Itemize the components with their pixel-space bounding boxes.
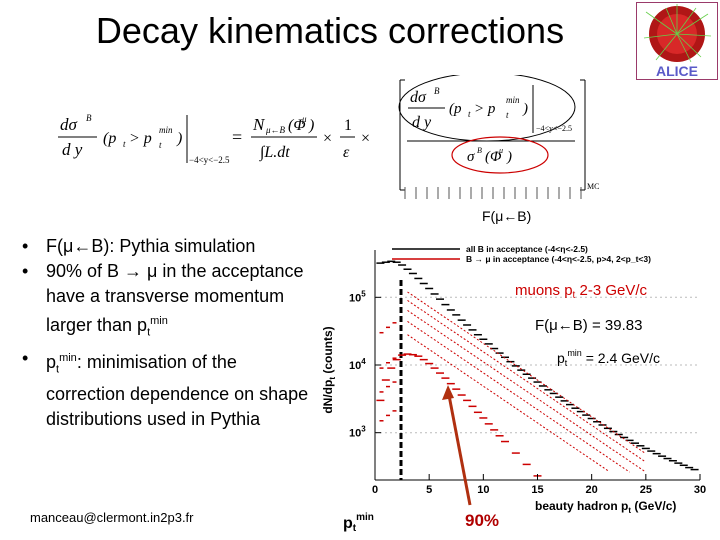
bullet-item-1: F(μ←B): Pythia simulation xyxy=(22,234,312,259)
y-tick-label: 105 xyxy=(349,289,366,304)
mc-range: −4<y<−2.5 xyxy=(536,124,572,133)
fit-curve xyxy=(407,320,630,473)
percent-arrow xyxy=(446,389,472,506)
alice-logo: ALICE xyxy=(636,2,718,80)
pt-distribution-chart: 0 5 10 15 20 25 30 105 104 103 dN/dpt (counts) bea… xyxy=(321,244,706,534)
x-tick-label: 15 xyxy=(531,484,543,496)
fit-curve xyxy=(407,299,647,463)
muons-annotation: muons pt 2-3 GeV/c xyxy=(515,282,648,301)
bullet-item-2: 90% of B → μ in the acceptance have a tr… xyxy=(22,259,312,346)
equals-sign: = xyxy=(232,127,242,147)
percent-annotation: 90% xyxy=(465,511,499,530)
legend-label: B → μ in acceptance (-4<η<-2.5, p>4, 2<p… xyxy=(466,254,651,264)
fit-curve xyxy=(407,334,609,472)
rhs-one: 1 xyxy=(344,117,352,134)
mc-pt-open: (p xyxy=(449,101,462,117)
bullet-list: F(μ←B): Pythia simulation 90% of B → μ i… xyxy=(22,234,312,432)
f-value-annotation: F(μ←B) = 39.83 xyxy=(535,317,642,334)
mc-paren-close: ) xyxy=(522,101,528,117)
logo-text: ALICE xyxy=(656,63,698,79)
mc-sup-b: B xyxy=(434,86,440,96)
slide-title: Decay kinematics corrections xyxy=(95,10,565,51)
x-tick-label: 5 xyxy=(426,484,432,496)
lhs-dsigma: dσ xyxy=(60,115,78,134)
mc-pt-sub: t xyxy=(468,109,471,119)
fit-curve xyxy=(407,291,647,455)
bullet-item-3: ptmin: minimisation of the correction de… xyxy=(22,346,312,433)
mc-phi-close: ) xyxy=(506,149,512,165)
mc-dsigma: dσ xyxy=(410,89,427,106)
y-tick-label: 104 xyxy=(349,357,366,372)
lhs-paren-close: ) xyxy=(176,130,182,147)
x-tick-label: 10 xyxy=(477,484,489,496)
lhs-pt-sub2: t xyxy=(159,140,162,150)
mc-min: min xyxy=(506,95,520,105)
correction-formula: dσ B d y (p t > p min t ) −4<y<−2.5 = N … xyxy=(58,75,599,199)
mc-label: MC xyxy=(587,182,599,191)
x-tick-label: 0 xyxy=(372,484,378,496)
rhs-num-phi: (Φ xyxy=(288,117,306,134)
fit-curve xyxy=(407,309,647,473)
author-email: manceau@clermont.in2p3.fr xyxy=(30,510,194,525)
legend-label: all B in acceptance (-4<η<-2.5) xyxy=(466,244,588,254)
mc-phi: (Φ xyxy=(485,149,502,165)
lhs-dy: d y xyxy=(62,140,83,159)
f-label: F(μ←B) xyxy=(482,208,532,224)
lhs-pt-sub: t xyxy=(123,139,126,149)
ptmin-axis-label: ptmin xyxy=(343,512,374,534)
x-tick-label: 20 xyxy=(586,484,598,496)
y-tick-label: 103 xyxy=(349,425,366,440)
mc-sigma-sup: B xyxy=(477,146,482,155)
lhs-pt-open: (p xyxy=(103,130,116,147)
rhs-phi-sup: μ xyxy=(301,114,307,124)
y-axis-label: dN/dpt (counts) xyxy=(321,326,337,413)
rhs-numerator: N xyxy=(252,115,266,134)
arrow-head xyxy=(442,385,454,400)
rhs-num-close: ) xyxy=(308,117,314,134)
rhs-epsilon: ε xyxy=(343,144,350,161)
mc-sigma: σ xyxy=(467,149,475,165)
mc-pt-sub2: t xyxy=(506,110,509,120)
times-1: × xyxy=(323,130,332,147)
mc-pt-gt: > p xyxy=(474,101,496,117)
x-tick-label: 30 xyxy=(694,484,706,496)
lhs-sup-b: B xyxy=(86,113,92,123)
rhs-num-sub: μ←B xyxy=(265,125,286,135)
rhs-ldt: ∫L.dt xyxy=(259,144,290,162)
x-axis-label: beauty hadron pt (GeV/c) xyxy=(535,499,676,515)
lhs-pt-gt: > p xyxy=(129,130,152,147)
mc-phi-sup: μ xyxy=(498,146,503,155)
lhs-range: −4<y<−2.5 xyxy=(189,155,230,165)
mc-dy: d y xyxy=(412,114,432,131)
times-2: × xyxy=(361,130,370,147)
x-tick-label: 25 xyxy=(640,484,652,496)
ptmin-value-annotation: ptmin = 2.4 GeV/c xyxy=(557,348,660,368)
lhs-min: min xyxy=(159,125,173,135)
